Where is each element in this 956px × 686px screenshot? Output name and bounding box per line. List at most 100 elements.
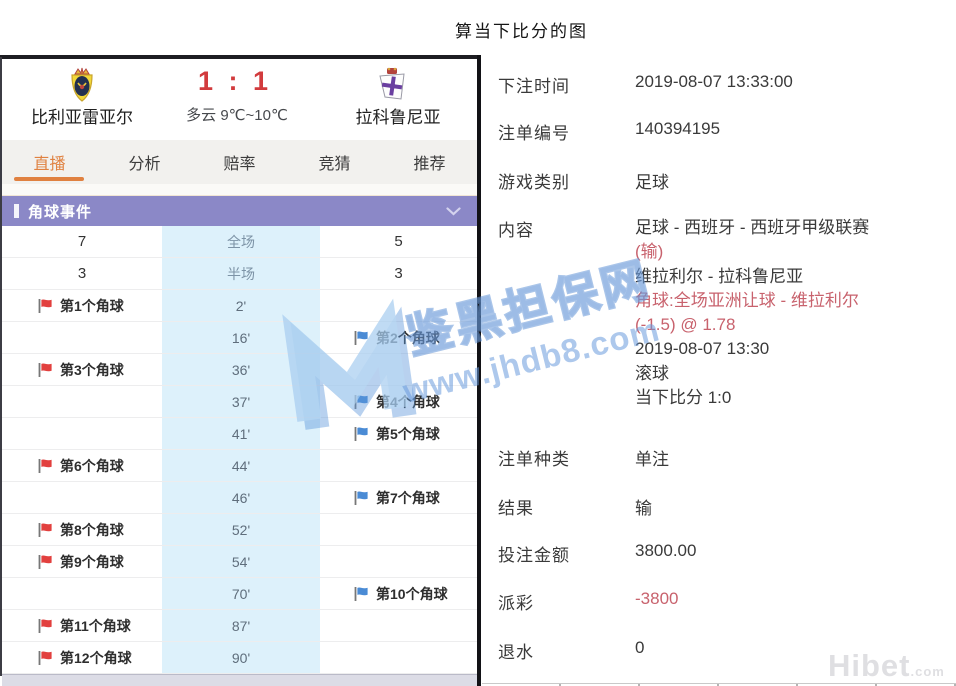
away-column-cell: 第2个角球	[320, 322, 477, 353]
away-column-cell: 第5个角球	[320, 418, 477, 449]
home-column-cell: 第9个角球	[2, 546, 162, 577]
home-column-cell	[2, 418, 162, 449]
event-minute: 52'	[231, 521, 251, 538]
tab-2[interactable]: 分析	[128, 156, 161, 173]
left-panel-bottom-strip	[2, 674, 477, 686]
corner-event-row: 46' 第7个角球	[2, 482, 477, 514]
bet-field-label: 游戏类别	[498, 173, 570, 192]
corner-event-row: 第3个角球 36'	[2, 354, 477, 386]
tabbar-lower-strip	[2, 184, 477, 196]
bet-field-value: 足球	[635, 173, 669, 192]
bet-field-value: 140394195	[635, 119, 721, 138]
tab-5[interactable]: 推荐	[413, 156, 446, 173]
corner-event-row: 70' 第10个角球	[2, 578, 477, 610]
tab-1[interactable]: 直播	[33, 156, 66, 173]
bet-field-value: 2019-08-07 13:33:00	[635, 72, 793, 91]
corner-stat-row: 3 半场 3	[2, 258, 477, 290]
middle-column-cell: 87'	[162, 610, 320, 641]
away-column-cell	[320, 450, 477, 481]
bet-field-label: 投注金额	[498, 546, 570, 565]
middle-column-cell: 36'	[162, 354, 320, 385]
middle-column-cell: 44'	[162, 450, 320, 481]
corner-event-label: 第8个角球	[60, 521, 124, 538]
period-label: 半场	[227, 265, 255, 282]
away-column-cell	[320, 290, 477, 321]
corner-event-label: 第3个角球	[60, 361, 124, 378]
corner-event-row: 第11个角球 87'	[2, 610, 477, 642]
live-match-panel: 1 : 1 多云 9℃~10℃ 比利亚雷亚尔 拉科鲁尼亚 直播 分析 赔率 竞猜 推荐 …	[2, 59, 477, 686]
corner-event: 第4个角球	[320, 392, 440, 412]
corner-event-row: 第6个角球 44'	[2, 450, 477, 482]
home-column-cell	[2, 386, 162, 417]
corner-stat-row: 7 全场 5	[2, 226, 477, 258]
corner-flag-icon	[354, 426, 368, 441]
bet-content-line: 2019-08-07 13:30	[635, 339, 770, 359]
corner-flag-icon	[38, 650, 52, 665]
middle-column-cell: 半场	[162, 258, 320, 289]
corner-event: 第5个角球	[320, 424, 440, 444]
bottom-ruler	[482, 683, 956, 686]
corner-event: 第3个角球	[2, 360, 124, 380]
bet-field-label: 退水	[498, 643, 534, 662]
corner-event: 第10个角球	[320, 584, 448, 604]
section-tick-icon	[14, 204, 19, 218]
corner-events-section-header[interactable]: 角球事件	[2, 196, 477, 226]
home-column-cell: 7	[2, 226, 162, 257]
corner-event: 第8个角球	[2, 520, 124, 540]
bet-content-line: 足球 - 西班牙 - 西班牙甲级联赛	[635, 218, 870, 237]
home-corner-count: 7	[77, 233, 87, 250]
away-column-cell	[320, 354, 477, 385]
event-minute: 46'	[231, 489, 251, 506]
corner-event-label: 第4个角球	[376, 393, 440, 410]
bet-detail-panel: 下注时间 2019-08-07 13:33:00 注单编号 140394195 游戏类别…	[481, 55, 956, 686]
home-column-cell: 第8个角球	[2, 514, 162, 545]
middle-column-cell: 全场	[162, 226, 320, 257]
middle-column-cell: 46'	[162, 482, 320, 513]
home-column-cell	[2, 322, 162, 353]
corner-event: 第12个角球	[2, 648, 132, 668]
corner-event-label: 第1个角球	[60, 297, 124, 314]
home-column-cell: 第3个角球	[2, 354, 162, 385]
tab-3[interactable]: 赔率	[223, 156, 256, 173]
away-team-name: 拉科鲁尼亚	[355, 108, 441, 127]
panel-divider	[477, 55, 481, 686]
corner-flag-icon	[38, 554, 52, 569]
corner-event: 第1个角球	[2, 296, 124, 316]
bet-field-label: 注单编号	[498, 124, 570, 143]
bet-field-label: 注单种类	[498, 450, 570, 469]
away-column-cell: 第10个角球	[320, 578, 477, 609]
home-corner-count: 3	[77, 265, 87, 282]
match-header: 1 : 1 多云 9℃~10℃ 比利亚雷亚尔 拉科鲁尼亚	[2, 59, 477, 140]
away-corner-count: 3	[394, 265, 403, 282]
corner-event-row: 第12个角球 90'	[2, 642, 477, 674]
bet-content-line: 维拉利尔 - 拉科鲁尼亚	[635, 266, 804, 286]
section-title: 角球事件	[28, 203, 93, 221]
away-corner-count: 5	[394, 233, 403, 250]
corner-flag-icon	[38, 362, 52, 377]
corner-event-row: 41' 第5个角球	[2, 418, 477, 450]
corner-event-row: 16' 第2个角球	[2, 322, 477, 354]
corner-flag-icon	[354, 394, 368, 409]
corner-event-label: 第2个角球	[376, 329, 440, 346]
bet-field-label: 派彩	[498, 594, 534, 613]
page-title: 算当下比分的图	[455, 22, 588, 41]
panel-top-border	[0, 55, 481, 59]
corner-event: 第2个角球	[320, 328, 440, 348]
corner-event: 第6个角球	[2, 456, 124, 476]
home-column-cell: 3	[2, 258, 162, 289]
match-tab-bar: 直播 分析 赔率 竞猜 推荐	[2, 140, 477, 184]
corner-event-label: 第6个角球	[60, 457, 124, 474]
away-team-logo	[379, 67, 405, 100]
event-minute: 41'	[231, 425, 251, 442]
bet-content-lines: 足球 - 西班牙 - 西班牙甲级联赛 (输) 维拉利尔 - 拉科鲁尼亚 角球:全场亚洲…	[635, 216, 869, 410]
event-minute: 44'	[231, 457, 251, 474]
corner-event-label: 第9个角球	[60, 553, 124, 570]
away-column-cell: 第7个角球	[320, 482, 477, 513]
tab-4[interactable]: 竞猜	[318, 156, 351, 173]
event-minute: 16'	[231, 329, 251, 346]
chevron-down-icon[interactable]	[446, 207, 461, 216]
event-minute: 36'	[231, 361, 251, 378]
middle-column-cell: 2'	[162, 290, 320, 321]
away-column-cell	[320, 514, 477, 545]
